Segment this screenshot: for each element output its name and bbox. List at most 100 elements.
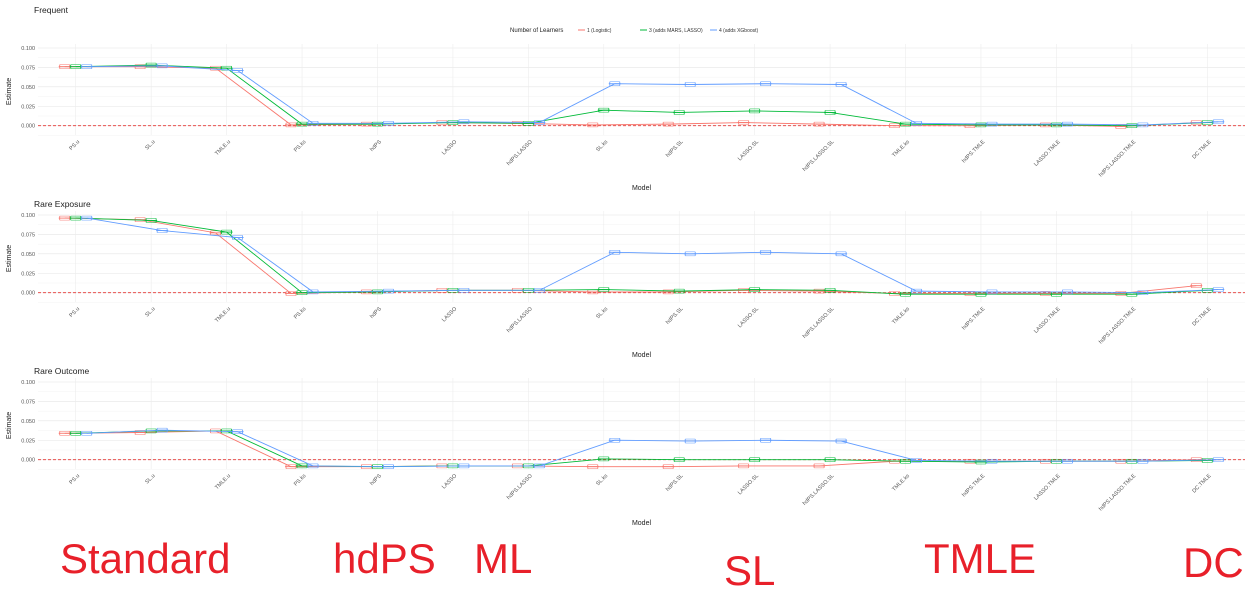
error-bar-point bbox=[737, 288, 750, 293]
legend-label-1: 3 (adds MARS, LASSO) bbox=[649, 28, 703, 34]
error-bar-point bbox=[307, 121, 320, 126]
x-tick-label: hdPS.LASSO bbox=[506, 473, 534, 501]
error-bar-point bbox=[899, 458, 912, 464]
panel-title: Frequent bbox=[34, 5, 69, 15]
error-bar-point bbox=[220, 229, 233, 235]
error-bar-point bbox=[673, 110, 686, 115]
error-bar-point bbox=[813, 463, 826, 469]
x-tick-label: hdPS bbox=[369, 473, 383, 487]
y-tick-label: 0.100 bbox=[21, 46, 35, 52]
series-line-1 bbox=[75, 64, 1208, 127]
group-label-sl: SL bbox=[724, 547, 776, 594]
x-tick-label: LASSO.SL bbox=[737, 473, 760, 496]
error-bar-point bbox=[748, 457, 761, 462]
error-bar-point bbox=[1061, 289, 1074, 295]
x-tick-label: SL.ks bbox=[595, 139, 609, 153]
x-tick-label: PS.ks bbox=[293, 139, 308, 154]
x-tick-label: hdPS.LASSO.TMLE bbox=[1098, 139, 1137, 178]
error-bar-point bbox=[888, 123, 901, 128]
error-bar-point bbox=[974, 122, 987, 128]
y-tick-label: 0.050 bbox=[21, 85, 35, 91]
x-tick-label: hdPS.SL bbox=[665, 306, 685, 326]
x-tick-label: PS.u bbox=[68, 306, 81, 319]
error-bar-point bbox=[145, 62, 158, 68]
figure-canvas: Number of Learners 1 (Logistic) 3 (adds M… bbox=[6, 5, 1245, 527]
x-tick-label: hdPS.SL bbox=[665, 473, 685, 493]
x-tick-label: SL.u bbox=[144, 473, 156, 485]
y-axis-title: Estimate bbox=[6, 245, 13, 272]
error-bar-point bbox=[737, 463, 750, 469]
x-tick-label: TMLE.u bbox=[214, 306, 232, 324]
error-bar-point bbox=[58, 64, 71, 69]
x-tick-label: SL.ks bbox=[595, 306, 609, 320]
error-bar-point bbox=[586, 289, 599, 295]
error-bar-point bbox=[457, 119, 470, 125]
error-bar-point bbox=[662, 121, 675, 127]
error-bar-point bbox=[748, 287, 761, 292]
x-tick-label: SL.ks bbox=[595, 473, 609, 487]
x-axis-title: Model bbox=[632, 185, 652, 192]
error-bar-point bbox=[597, 107, 610, 113]
x-tick-label: hdPS bbox=[369, 306, 383, 320]
error-bar-point bbox=[586, 122, 599, 128]
error-bar-point bbox=[684, 251, 697, 257]
error-bar-point bbox=[156, 63, 169, 69]
group-label-ml: ML bbox=[474, 535, 533, 582]
x-tick-label: DC.TMLE bbox=[1191, 473, 1213, 495]
error-bar-point bbox=[533, 120, 546, 125]
error-bar-point bbox=[457, 288, 470, 293]
error-bar-point bbox=[285, 291, 298, 296]
series-line-1 bbox=[75, 217, 1208, 295]
x-tick-label: hdPS.LASSO bbox=[506, 139, 534, 167]
error-bar-point bbox=[1061, 458, 1074, 464]
group-label-dc: DC bbox=[1183, 539, 1244, 586]
panels: Frequent 0.000 0.025 0.050 0.075 0.100 Estimat… bbox=[6, 5, 1245, 527]
x-tick-label: PS.u bbox=[68, 139, 81, 152]
x-tick-label: LASSO.SL bbox=[737, 139, 760, 162]
error-bar-point bbox=[813, 121, 826, 127]
x-tick-label: PS.u bbox=[68, 473, 81, 486]
x-tick-label: hdPS.TMLE bbox=[961, 306, 986, 331]
series-line-2 bbox=[86, 217, 1219, 294]
error-bar-point bbox=[813, 288, 826, 294]
error-bar-point bbox=[1212, 287, 1225, 292]
y-axis-title: Estimate bbox=[6, 78, 13, 105]
error-bar-point bbox=[737, 120, 750, 125]
legend-label-0: 1 (Logistic) bbox=[587, 28, 612, 34]
error-bar-point bbox=[1136, 122, 1149, 128]
x-tick-label: hdPS.LASSO.TMLE bbox=[1098, 473, 1137, 512]
error-bar-point bbox=[1136, 458, 1149, 464]
y-tick-label: 0.100 bbox=[21, 213, 35, 219]
y-axis-title: Estimate bbox=[6, 412, 13, 439]
x-tick-label: PS.ks bbox=[293, 306, 308, 321]
error-bar-point bbox=[1201, 458, 1214, 463]
error-bar-point bbox=[156, 228, 169, 233]
y-tick-label: 0.025 bbox=[21, 104, 35, 110]
x-tick-label: TMLE.ks bbox=[891, 473, 911, 493]
error-bar-point bbox=[759, 250, 772, 255]
x-tick-label: hdPS.TMLE bbox=[961, 473, 986, 498]
error-bar-point bbox=[457, 463, 470, 469]
error-bar-point bbox=[608, 438, 621, 443]
error-bar-point bbox=[296, 121, 309, 127]
error-bar-point bbox=[608, 250, 621, 255]
error-bar-point bbox=[985, 458, 998, 464]
error-bar-point bbox=[910, 458, 923, 463]
panel-1: Rare Exposure 0.000 0.025 0.050 0.075 0.100 Es… bbox=[6, 199, 1245, 359]
error-bar-point bbox=[1212, 457, 1225, 462]
error-bar-point bbox=[597, 287, 610, 292]
series-line-2 bbox=[86, 429, 1219, 468]
error-bar-point bbox=[145, 218, 158, 223]
y-tick-label: 0.075 bbox=[21, 65, 35, 71]
y-tick-label: 0.025 bbox=[21, 271, 35, 277]
error-bar-point bbox=[835, 251, 848, 257]
error-bar-point bbox=[296, 290, 309, 295]
error-bar-point bbox=[285, 122, 298, 128]
error-bar-point bbox=[307, 289, 320, 295]
error-bar-point bbox=[156, 427, 169, 433]
panel-0: Frequent 0.000 0.025 0.050 0.075 0.100 Estimat… bbox=[6, 5, 1245, 192]
x-tick-label: LASSO bbox=[441, 473, 459, 491]
series-line-2 bbox=[86, 65, 1219, 126]
panel-title: Rare Exposure bbox=[34, 199, 91, 209]
x-tick-label: LASSO bbox=[441, 306, 459, 324]
